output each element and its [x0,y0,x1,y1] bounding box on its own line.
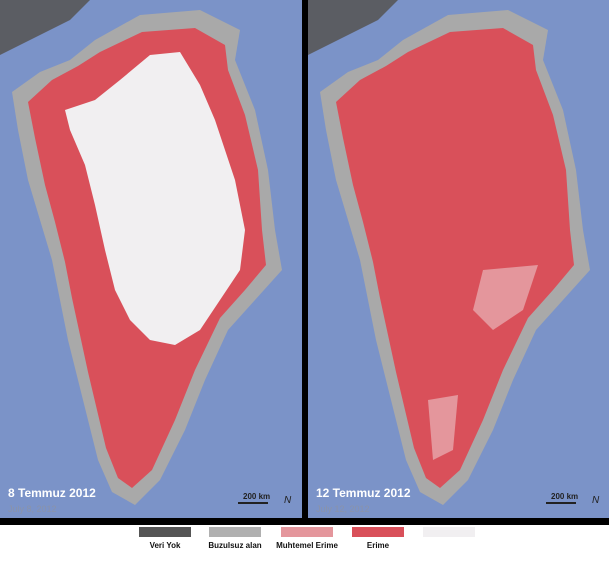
legend-swatch [281,527,333,537]
probable-melt-area [473,265,538,330]
bottom-bar [0,518,609,525]
north-arrow: N [592,495,600,506]
divider [302,0,308,518]
legend-swatch [209,527,261,537]
legend-swatch [352,527,404,537]
panel-date: July 12, 2012 [316,504,370,514]
panel: 12 Temmuz 2012 July 12, 2012 200 km N [308,0,609,518]
legend-swatch [139,527,191,537]
legend-swatch [423,527,475,537]
scale-label: 200 km [243,492,270,501]
scale-label: 200 km [551,492,578,501]
panel-title: 8 Temmuz 2012 [8,486,96,500]
panel: 8 Temmuz 2012 July 8, 2012 200 km N [0,0,302,518]
legend-label: Muhtemel Erime [276,541,338,550]
legend: Veri Yok Buzulsuz alan Muhtemel Erime Er… [139,527,475,550]
probable-melt-area [428,395,458,460]
north-arrow: N [284,495,292,506]
legend-label: Erime [367,541,390,550]
legend-label: Veri Yok [150,541,181,550]
panel-title: 12 Temmuz 2012 [316,486,411,500]
panel-date: July 8, 2012 [8,504,57,514]
legend-label: Buzulsuz alan [208,541,261,550]
